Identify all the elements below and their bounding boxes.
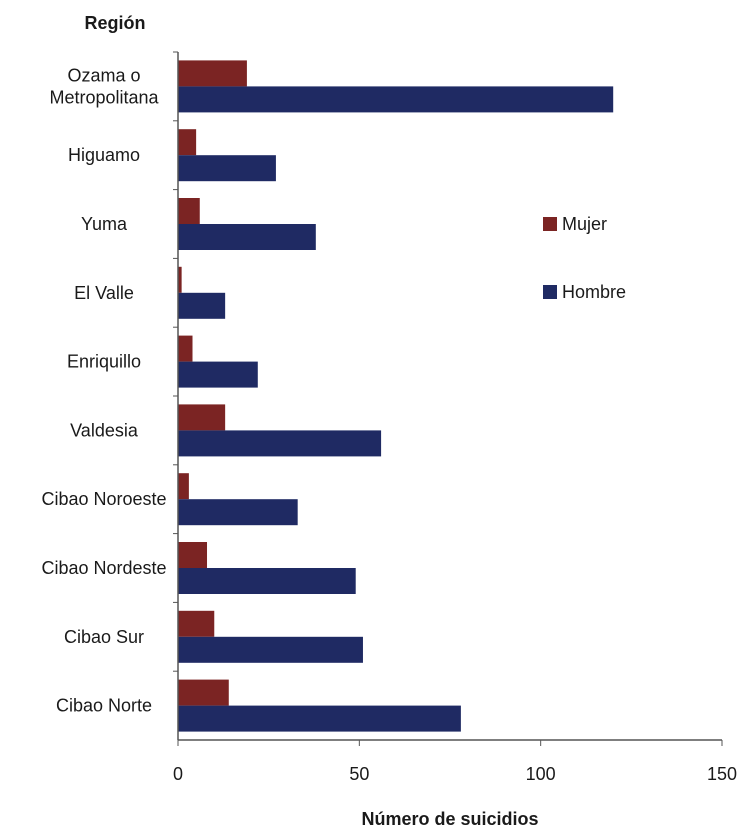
bar-hombre-0 [178,86,614,113]
legend-label-hombre: Hombre [562,282,626,302]
axes: 0 50 100 150 [173,51,737,784]
bar-hombre-1 [178,155,276,182]
bar-mujer-2 [178,198,200,224]
bar-mujer-7 [178,542,208,568]
bar-hombre-3 [178,292,226,319]
bar-mujer-9 [178,679,229,706]
category-label-5: Valdesia [70,420,139,440]
category-label-2: Yuma [81,214,128,234]
category-label-7: Cibao Nordeste [41,558,166,578]
bar-mujer-6 [178,473,189,500]
bar-mujer-4 [178,335,193,362]
bar-mujer-3 [178,266,182,293]
x-tick-label-2: 100 [526,764,556,784]
bar-mujer-0 [178,60,247,87]
category-label-6: Cibao Noroeste [41,489,166,509]
bar-hombre-5 [178,430,382,457]
bar-hombre-2 [178,224,316,250]
category-label-3: El Valle [74,283,134,303]
bar-hombre-9 [178,705,461,732]
bars-group [178,60,614,732]
category-label-0: Ozama o Metropolitana [49,65,159,107]
legend-label-mujer: Mujer [562,214,607,234]
category-label-8: Cibao Sur [64,627,144,647]
legend-swatch-mujer [543,217,557,231]
bar-mujer-5 [178,404,226,431]
category-labels: Ozama o Metropolitana Higuamo Yuma El Valle E… [41,65,166,715]
bar-hombre-7 [178,568,356,594]
y-axis-title: Región [85,13,146,33]
legend-swatch-hombre [543,285,557,299]
x-tick-label-3: 150 [707,764,737,784]
category-label-9: Cibao Norte [56,696,152,716]
bar-hombre-6 [178,499,298,526]
category-label-1: Higuamo [68,145,140,165]
bar-hombre-4 [178,361,258,388]
x-tick-label-1: 50 [349,764,369,784]
legend: Mujer Hombre [543,214,626,302]
bar-mujer-8 [178,610,215,637]
bar-mujer-1 [178,129,197,156]
x-tick-label-0: 0 [173,764,183,784]
x-axis-title: Número de suicidios [361,809,538,829]
category-label-4: Enriquillo [67,352,141,372]
bar-hombre-8 [178,636,363,663]
